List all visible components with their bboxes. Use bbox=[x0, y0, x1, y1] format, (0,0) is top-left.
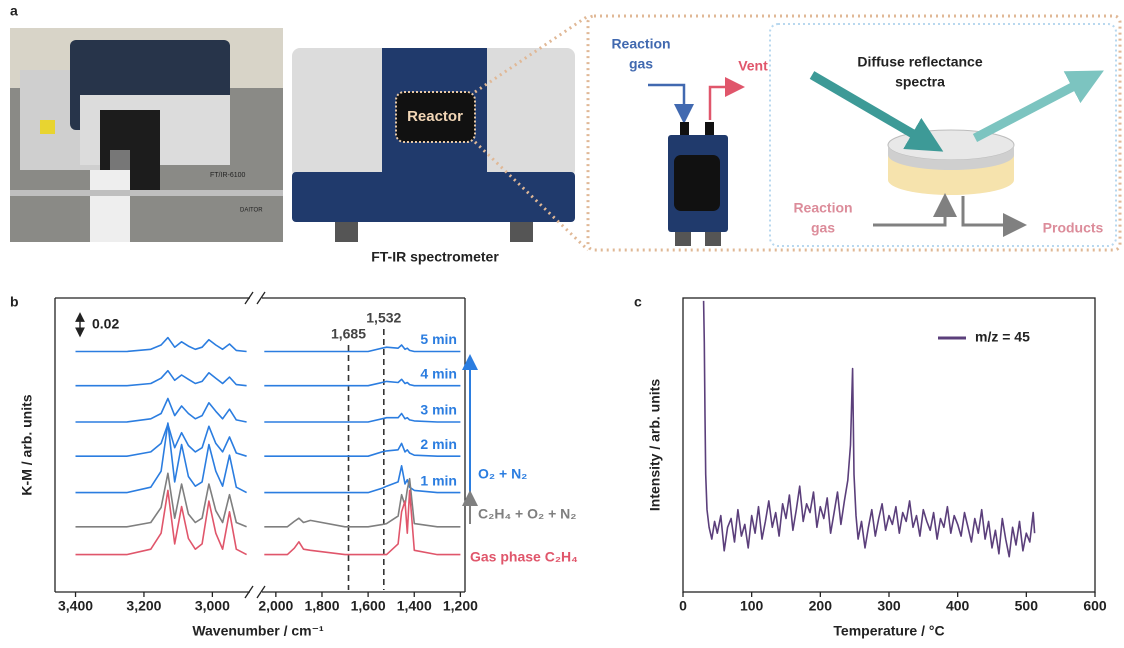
spectrometer: Reactor FT-IR spectrometer bbox=[292, 14, 590, 265]
products-label: Products bbox=[1043, 220, 1104, 236]
panel-label: c bbox=[634, 294, 642, 310]
x-tick-label: 1,200 bbox=[443, 598, 478, 614]
legend-label: m/z = 45 bbox=[975, 329, 1030, 345]
x-tick-label: 1,400 bbox=[397, 598, 432, 614]
x-axis-label: Temperature / °C bbox=[833, 623, 944, 639]
series-label: 1 min bbox=[420, 472, 457, 488]
series-label: 5 min bbox=[420, 331, 457, 347]
x-tick-label: 400 bbox=[946, 598, 970, 614]
spectrum-line bbox=[264, 344, 461, 353]
x-tick-label: 1,600 bbox=[351, 598, 386, 614]
x-axis-label: Wavenumber / cm⁻¹ bbox=[192, 623, 324, 639]
x-tick-label: 3,000 bbox=[195, 598, 230, 614]
x-tick-label: 2,000 bbox=[258, 598, 293, 614]
spectrum-line bbox=[75, 472, 247, 528]
series-label: Gas phase C₂H₄ bbox=[470, 548, 578, 564]
diffuse-label: Diffuse reflectance bbox=[857, 54, 982, 70]
x-tick-label: 600 bbox=[1083, 598, 1107, 614]
series-label: 3 min bbox=[420, 402, 457, 418]
reaction-gas-label: gas bbox=[811, 220, 835, 236]
spectrum-line bbox=[75, 422, 247, 494]
spectrum-line bbox=[264, 412, 461, 423]
x-tick-label: 3,200 bbox=[126, 598, 161, 614]
spectrum-line bbox=[264, 378, 461, 387]
spectrum-line bbox=[264, 442, 461, 457]
chart-b-frame: O₂ + N₂ Wavenumber / cm⁻¹ K-M / arb. uni… bbox=[19, 291, 527, 639]
x-tick-label: 1,800 bbox=[304, 598, 339, 614]
reaction-gas-label: Reaction bbox=[793, 200, 852, 216]
y-axis-label: Intensity / arb. units bbox=[647, 379, 663, 511]
data-line bbox=[702, 300, 1036, 558]
series-label: 4 min bbox=[420, 365, 457, 381]
x-tick-label: 0 bbox=[679, 598, 687, 614]
annotation-label: 1,532 bbox=[366, 310, 401, 326]
reaction-gas-label: Reaction bbox=[611, 36, 670, 52]
spectrum-line bbox=[264, 477, 461, 528]
spectrum-line bbox=[75, 336, 247, 353]
panel-label: a bbox=[10, 3, 18, 19]
x-tick-label: 100 bbox=[740, 598, 764, 614]
x-tick-label: 200 bbox=[809, 598, 833, 614]
y-axis-label: K-M / arb. units bbox=[19, 394, 35, 495]
diffuse-label: spectra bbox=[895, 74, 945, 90]
spectrometer-label: FT-IR spectrometer bbox=[371, 249, 499, 265]
panel-label: b bbox=[10, 294, 19, 310]
series-label: 2 min bbox=[420, 436, 457, 452]
spectrum-line bbox=[75, 369, 247, 387]
chart-c-frame: Temperature / °C Intensity / arb. units bbox=[647, 297, 1096, 639]
arrow-label: O₂ + N₂ bbox=[478, 466, 527, 482]
vent-label: Vent bbox=[738, 58, 768, 74]
spectrum-line bbox=[264, 489, 461, 556]
x-tick-label: 300 bbox=[877, 598, 901, 614]
photo-text: DAITOR bbox=[240, 208, 263, 214]
spectrum-line bbox=[75, 423, 247, 457]
photo: FT/IR-6100 DAITOR bbox=[10, 28, 283, 242]
spectrum-line bbox=[75, 489, 247, 556]
spectrum-line bbox=[75, 397, 247, 423]
x-tick-label: 500 bbox=[1015, 598, 1039, 614]
series-label: C₂H₄ + O₂ + N₂ bbox=[478, 505, 576, 521]
x-tick-label: 3,400 bbox=[58, 598, 93, 614]
photo-text: FT/IR-6100 bbox=[210, 172, 246, 179]
annotation-label: 1,685 bbox=[331, 326, 366, 342]
scale-bar-label: 0.02 bbox=[92, 315, 119, 331]
reaction-gas-label: gas bbox=[629, 56, 653, 72]
reactor-diagram: Reaction gas Vent Diffuse reflectance sp… bbox=[586, 14, 1122, 252]
reactor-label: Reactor bbox=[407, 108, 463, 125]
